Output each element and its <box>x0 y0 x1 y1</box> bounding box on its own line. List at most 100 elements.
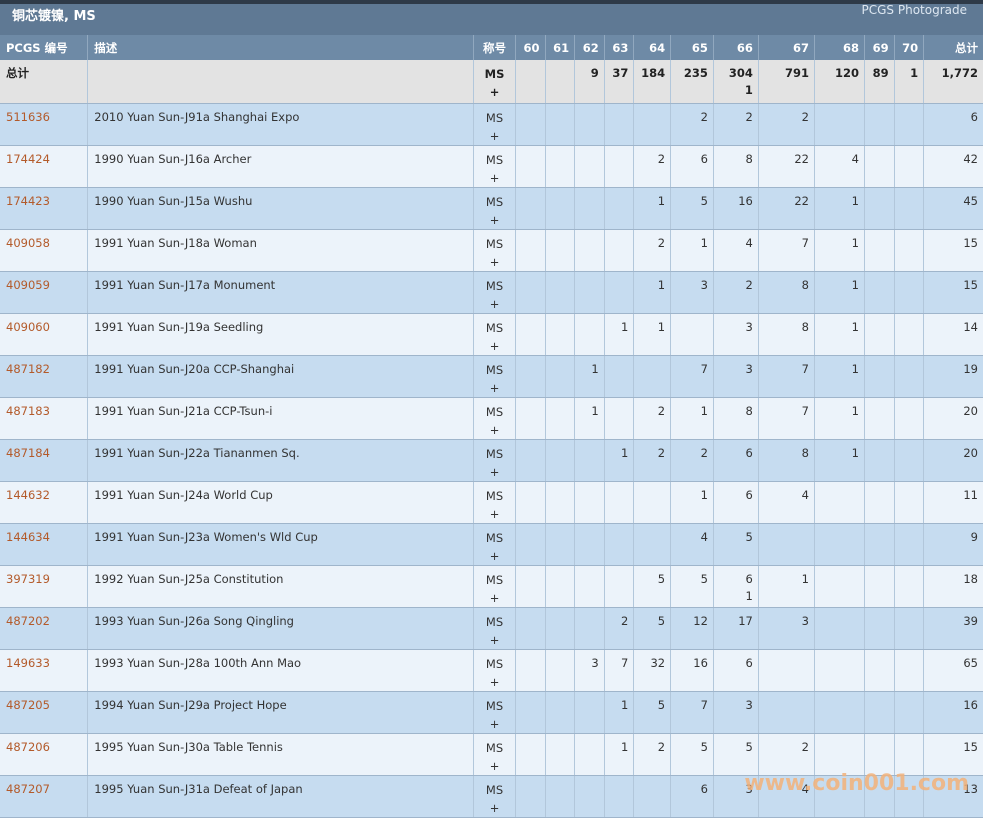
pcgs-code-cell[interactable]: 144632 <box>0 481 88 524</box>
grade-cell-66: 8 <box>712 397 759 440</box>
plus-text: + <box>489 506 500 521</box>
pcgs-code-cell[interactable]: 174424 <box>0 145 88 188</box>
grade-cell-62: 1 <box>574 355 605 398</box>
pcgs-code-cell[interactable]: 487184 <box>0 439 88 482</box>
pcgs-code-cell[interactable]: 409059 <box>0 271 88 314</box>
grade-count: 3 <box>801 613 809 628</box>
grade-cell-64: 5 <box>633 691 671 734</box>
grade-cell-62 <box>574 103 605 146</box>
grade-cell-69 <box>864 607 895 650</box>
column-header-total[interactable]: 总计 <box>923 35 983 60</box>
pcgs-code-link[interactable]: 409060 <box>6 319 50 334</box>
pcgs-code-link[interactable]: 487182 <box>6 361 50 376</box>
pcgs-code-cell[interactable]: 149633 <box>0 649 88 692</box>
description-text: 2010 Yuan Sun-J91a Shanghai Expo <box>94 109 300 124</box>
pcgs-code-cell[interactable]: 487182 <box>0 355 88 398</box>
pcgs-code-link[interactable]: 487205 <box>6 697 50 712</box>
pcgs-code-link[interactable]: 487183 <box>6 403 50 418</box>
pcgs-code-cell[interactable]: 487206 <box>0 733 88 776</box>
pcgs-code-cell[interactable]: 487202 <box>0 607 88 650</box>
pcgs-code-link[interactable]: 174423 <box>6 193 50 208</box>
column-header-grade-60[interactable]: 60 <box>514 35 546 60</box>
column-header-designation[interactable]: 称号 <box>473 35 516 60</box>
designation-cell: MS + <box>473 397 516 440</box>
column-header-grade-69[interactable]: 69 <box>864 35 895 60</box>
pcgs-code-cell[interactable]: 409058 <box>0 229 88 272</box>
grade-cell-70 <box>893 565 924 608</box>
description-text: 1992 Yuan Sun-J25a Constitution <box>94 571 284 586</box>
pcgs-code-link[interactable]: 144634 <box>6 529 50 544</box>
designation-cell: MS + <box>473 187 516 230</box>
description-text: 1991 Yuan Sun-J18a Woman <box>94 235 257 250</box>
plus-text: + <box>489 758 500 773</box>
grade-cell-68: 1 <box>813 313 865 356</box>
plus-text: + <box>489 296 500 311</box>
pcgs-code-link[interactable]: 397319 <box>6 571 50 586</box>
pcgs-code-link[interactable]: 144632 <box>6 487 50 502</box>
column-header-grade-68[interactable]: 68 <box>813 35 865 60</box>
column-header-grade-70[interactable]: 70 <box>893 35 924 60</box>
column-header-grade-66[interactable]: 66 <box>712 35 759 60</box>
designation-cell: MS + <box>473 271 516 314</box>
total-value: 15 <box>963 739 978 754</box>
grade-cell-64: 5 <box>633 607 671 650</box>
grade-count: 235 <box>683 66 708 80</box>
designation-text: MS <box>485 614 504 629</box>
grade-cell-70 <box>893 481 924 524</box>
total-cell: 11 <box>923 481 983 524</box>
grade-cell-68: 1 <box>813 355 865 398</box>
column-header-grade-65[interactable]: 65 <box>670 35 714 60</box>
pcgs-code-cell[interactable]: 487207 <box>0 775 88 818</box>
pcgs-code-link[interactable]: 409059 <box>6 277 50 292</box>
pcgs-code-cell[interactable]: 511636 <box>0 103 88 146</box>
designation-text: MS <box>485 740 504 755</box>
pcgs-code-link[interactable]: 487202 <box>6 613 50 628</box>
pcgs-code-link[interactable]: 409058 <box>6 235 50 250</box>
column-header-grade-61[interactable]: 61 <box>544 35 575 60</box>
designation-cell: MS + <box>473 145 516 188</box>
column-header-grade-63[interactable]: 63 <box>603 35 634 60</box>
pcgs-code-link[interactable]: 487184 <box>6 445 50 460</box>
section-header: 铜芯镀镍, MS PCGS Photograde <box>0 3 983 35</box>
grade-cell-60 <box>514 103 546 146</box>
description-cell: 1991 Yuan Sun-J17a Monument <box>87 271 474 314</box>
pcgs-code-cell[interactable]: 174423 <box>0 187 88 230</box>
pcgs-code-link[interactable]: 511636 <box>6 109 50 124</box>
designation-text: MS <box>485 782 504 797</box>
grade-count: 12 <box>693 613 708 628</box>
grade-cell-62 <box>574 607 605 650</box>
pcgs-code-cell[interactable]: 487183 <box>0 397 88 440</box>
pcgs-code-link[interactable]: 487206 <box>6 739 50 754</box>
pcgs-code-cell[interactable]: 144634 <box>0 523 88 566</box>
pcgs-code-cell[interactable]: 397319 <box>0 565 88 608</box>
grade-cell-69: 89 <box>864 60 895 104</box>
grade-cell-60 <box>514 313 546 356</box>
column-header-grade-62[interactable]: 62 <box>574 35 605 60</box>
grade-cell-62 <box>574 565 605 608</box>
grade-cell-62 <box>574 523 605 566</box>
column-header-description[interactable]: 描述 <box>87 35 474 60</box>
description-text: 1993 Yuan Sun-J26a Song Qingling <box>94 613 294 628</box>
grade-cell-64: 2 <box>633 733 671 776</box>
grade-count: 3 <box>745 319 753 334</box>
column-header-grade-64[interactable]: 64 <box>633 35 671 60</box>
grade-cell-61 <box>544 103 575 146</box>
grade-cell-68: 120 <box>813 60 865 104</box>
pcgs-code-link[interactable]: 487207 <box>6 781 50 796</box>
designation-text: MS <box>485 362 504 377</box>
table-row: 144632 1991 Yuan Sun-J24a World Cup MS +1 6 4… <box>0 481 983 524</box>
pcgs-code-cell[interactable]: 409060 <box>0 313 88 356</box>
grade-count: 1 <box>851 193 859 208</box>
grade-count: 3 <box>745 361 753 376</box>
grade-count: 1 <box>657 319 666 334</box>
column-header-code[interactable]: PCGS 编号 <box>0 35 88 60</box>
pcgs-code-link[interactable]: 149633 <box>6 655 50 670</box>
total-value: 14 <box>963 319 978 334</box>
grade-cell-61 <box>544 355 575 398</box>
total-value: 39 <box>963 613 978 628</box>
designation-text: MS <box>485 572 504 587</box>
column-header-grade-67[interactable]: 67 <box>757 35 815 60</box>
photograde-link[interactable]: PCGS Photograde <box>861 3 967 17</box>
pcgs-code-cell[interactable]: 487205 <box>0 691 88 734</box>
pcgs-code-link[interactable]: 174424 <box>6 151 50 166</box>
